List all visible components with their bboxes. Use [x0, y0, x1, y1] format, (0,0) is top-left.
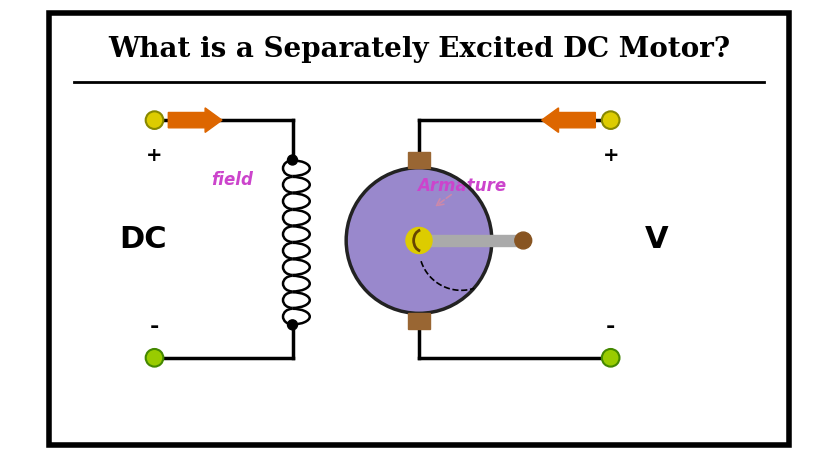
Text: V: V — [645, 225, 669, 254]
Text: +: + — [147, 146, 163, 164]
FancyBboxPatch shape — [408, 313, 430, 329]
Text: What is a Separately Excited DC Motor?: What is a Separately Excited DC Motor? — [108, 36, 730, 63]
Circle shape — [602, 112, 619, 130]
Text: field: field — [211, 171, 252, 189]
Text: DC: DC — [119, 225, 167, 254]
Circle shape — [287, 320, 297, 330]
Circle shape — [146, 112, 163, 130]
FancyBboxPatch shape — [419, 235, 523, 247]
FancyBboxPatch shape — [408, 153, 430, 168]
Text: -: - — [606, 317, 615, 336]
Circle shape — [406, 228, 432, 254]
Circle shape — [346, 168, 492, 313]
FancyBboxPatch shape — [49, 14, 789, 445]
Circle shape — [515, 233, 531, 249]
Text: Armature: Armature — [416, 177, 505, 195]
FancyArrow shape — [168, 109, 222, 133]
Text: +: + — [603, 146, 619, 164]
Circle shape — [602, 349, 619, 367]
FancyArrow shape — [541, 109, 595, 133]
Circle shape — [287, 156, 297, 166]
Text: -: - — [150, 317, 159, 336]
Circle shape — [146, 349, 163, 367]
